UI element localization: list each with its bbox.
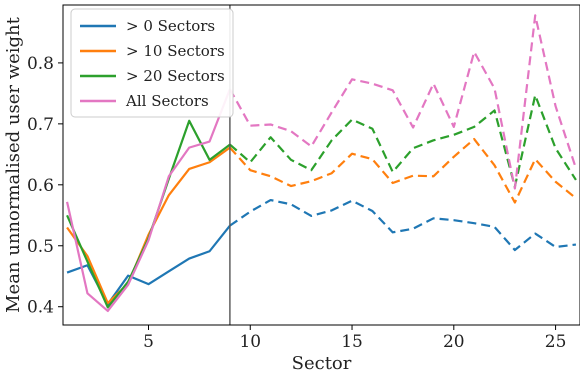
x-axis-label: Sector [292, 353, 352, 374]
x-tick-label: 25 [545, 332, 567, 352]
y-tick-label: 0.6 [27, 176, 54, 196]
series-line-solid-20-sectors [66, 119, 231, 309]
series-line-solid-all-sectors [65, 88, 231, 313]
y-tick-label: 0.7 [27, 115, 54, 135]
series-line-dashed-all-sectors [228, 14, 577, 190]
plot-lines [65, 5, 577, 325]
series-line-dashed-0-sectors [229, 198, 577, 252]
y-axis-label: Mean unnormalised user weight [3, 16, 24, 313]
x-tick-label: 20 [443, 332, 465, 352]
x-tick-label: 15 [341, 332, 363, 352]
y-tick-label: 0.8 [27, 54, 54, 74]
x-tick-label: 5 [143, 332, 154, 352]
legend-label: > 20 Sectors [126, 67, 225, 85]
legend-box [70, 8, 234, 118]
legend: > 0 Sectors > 10 Sectors > 20 Sectors All S… [70, 8, 234, 118]
y-tick-label: 0.5 [27, 237, 54, 257]
y-tick-label: 0.4 [27, 298, 54, 318]
series-line-dashed-20-sectors [229, 94, 577, 188]
legend-label: All Sectors [125, 92, 209, 110]
legend-label: > 0 Sectors [126, 17, 215, 35]
axes: 5 10 15 20 25 0.4 0.5 0.6 0.7 0.8 Sector Mean unnor… [3, 4, 580, 374]
series-line-dashed-10-sectors [229, 138, 577, 204]
legend-label: > 10 Sectors [126, 42, 225, 60]
series-line-solid-10-sectors [66, 146, 231, 305]
x-tick-label: 10 [239, 332, 261, 352]
plot-frame [62, 4, 580, 326]
